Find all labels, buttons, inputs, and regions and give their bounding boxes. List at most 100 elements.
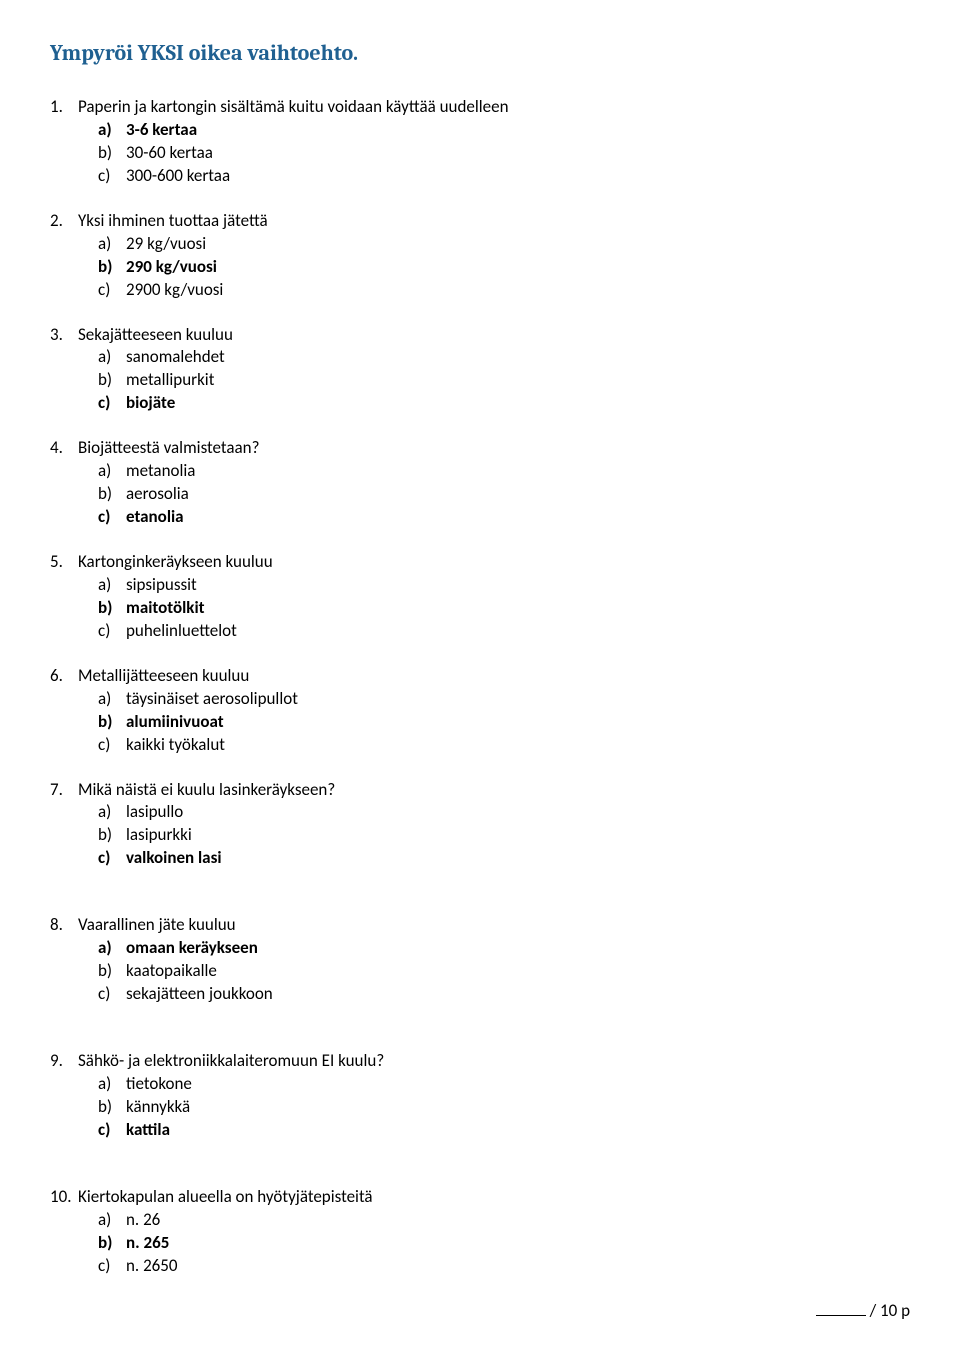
- option-row[interactable]: c)300-600 kertaa: [98, 165, 910, 188]
- option-row[interactable]: b)aerosolia: [98, 483, 910, 506]
- option-row[interactable]: b)n. 265: [98, 1232, 910, 1255]
- option-letter: c): [98, 1119, 126, 1142]
- option-letter: a): [98, 346, 126, 369]
- options-list: a)täysinäiset aerosolipullotb)alumiinivu…: [98, 688, 910, 757]
- option-text: lasipurkki: [126, 824, 192, 847]
- option-letter: a): [98, 460, 126, 483]
- options-list: a)n. 26b)n. 265c)n. 2650: [98, 1209, 910, 1278]
- option-row[interactable]: a)lasipullo: [98, 801, 910, 824]
- option-text: metallipurkit: [126, 369, 214, 392]
- option-row[interactable]: c)sekajätteen joukkoon: [98, 983, 910, 1006]
- option-row[interactable]: c)2900 kg/vuosi: [98, 279, 910, 302]
- score-blank[interactable]: [816, 1315, 866, 1316]
- option-row[interactable]: a)sanomalehdet: [98, 346, 910, 369]
- question-block: 4.Biojätteestä valmistetaan?a)metanoliab…: [50, 437, 910, 529]
- option-row[interactable]: b)metallipurkit: [98, 369, 910, 392]
- option-letter: a): [98, 233, 126, 256]
- option-text: kaatopaikalle: [126, 960, 217, 983]
- option-letter: c): [98, 1255, 126, 1278]
- option-text: maitotölkit: [126, 597, 205, 620]
- question-text-row: 6.Metallijätteeseen kuuluu: [50, 665, 910, 688]
- question-number: 9.: [50, 1050, 78, 1073]
- question-text-row: 10.Kiertokapulan alueella on hyötyjätepi…: [50, 1186, 910, 1209]
- question-text-row: 5.Kartonginkeräykseen kuuluu: [50, 551, 910, 574]
- option-row[interactable]: c)biojäte: [98, 392, 910, 415]
- option-letter: c): [98, 506, 126, 529]
- option-letter: c): [98, 620, 126, 643]
- question-text-row: 1.Paperin ja kartongin sisältämä kuitu v…: [50, 96, 910, 119]
- option-row[interactable]: a)29 kg/vuosi: [98, 233, 910, 256]
- option-text: 29 kg/vuosi: [126, 233, 206, 256]
- option-row[interactable]: b)kännykkä: [98, 1096, 910, 1119]
- question-block: 5.Kartonginkeräykseen kuuluua)sipsipussi…: [50, 551, 910, 643]
- question-text: Mikä näistä ei kuulu lasinkeräykseen?: [78, 779, 335, 802]
- option-text: valkoinen lasi: [126, 847, 222, 870]
- question-text-row: 3.Sekajätteeseen kuuluu: [50, 324, 910, 347]
- option-text: 290 kg/vuosi: [126, 256, 217, 279]
- options-list: a)29 kg/vuosib)290 kg/vuosic)2900 kg/vuo…: [98, 233, 910, 302]
- option-row[interactable]: a)täysinäiset aerosolipullot: [98, 688, 910, 711]
- options-list: a)omaan keräykseenb)kaatopaikallec)sekaj…: [98, 937, 910, 1006]
- option-row[interactable]: b)alumiinivuoat: [98, 711, 910, 734]
- option-letter: c): [98, 734, 126, 757]
- question-number: 8.: [50, 914, 78, 937]
- option-row[interactable]: b)290 kg/vuosi: [98, 256, 910, 279]
- score-suffix: / 10 p: [866, 1300, 910, 1321]
- option-row[interactable]: c)n. 2650: [98, 1255, 910, 1278]
- option-text: n. 265: [126, 1232, 169, 1255]
- question-number: 3.: [50, 324, 78, 347]
- question-text-row: 7.Mikä näistä ei kuulu lasinkeräykseen?: [50, 779, 910, 802]
- option-text: biojäte: [126, 392, 175, 415]
- option-row[interactable]: b)maitotölkit: [98, 597, 910, 620]
- option-text: sekajätteen joukkoon: [126, 983, 273, 1006]
- option-row[interactable]: a)metanolia: [98, 460, 910, 483]
- option-text: 30-60 kertaa: [126, 142, 213, 165]
- options-list: a)3-6 kertaab)30-60 kertaac)300-600 kert…: [98, 119, 910, 188]
- question-block: 6.Metallijätteeseen kuuluua)täysinäiset …: [50, 665, 910, 757]
- option-letter: b): [98, 960, 126, 983]
- question-block: 3.Sekajätteeseen kuuluua)sanomalehdetb)m…: [50, 324, 910, 416]
- question-text-row: 9.Sähkö- ja elektroniikkalaiteromuun EI …: [50, 1050, 910, 1073]
- option-letter: a): [98, 119, 126, 142]
- option-row[interactable]: b)kaatopaikalle: [98, 960, 910, 983]
- option-row[interactable]: c)valkoinen lasi: [98, 847, 910, 870]
- option-row[interactable]: c)kaikki työkalut: [98, 734, 910, 757]
- question-text: Metallijätteeseen kuuluu: [78, 665, 249, 688]
- question-text-row: 2.Yksi ihminen tuottaa jätettä: [50, 210, 910, 233]
- question-text-row: 4.Biojätteestä valmistetaan?: [50, 437, 910, 460]
- option-row[interactable]: a)3-6 kertaa: [98, 119, 910, 142]
- score-line: / 10 p: [50, 1300, 910, 1321]
- question-number: 6.: [50, 665, 78, 688]
- question-number: 2.: [50, 210, 78, 233]
- option-letter: c): [98, 165, 126, 188]
- option-letter: a): [98, 574, 126, 597]
- option-letter: b): [98, 1232, 126, 1255]
- option-text: kattila: [126, 1119, 170, 1142]
- option-letter: b): [98, 369, 126, 392]
- option-row[interactable]: a)omaan keräykseen: [98, 937, 910, 960]
- option-text: n. 2650: [126, 1255, 178, 1278]
- option-row[interactable]: c)etanolia: [98, 506, 910, 529]
- option-row[interactable]: a)sipsipussit: [98, 574, 910, 597]
- option-text: sanomalehdet: [126, 346, 225, 369]
- option-text: lasipullo: [126, 801, 183, 824]
- option-row[interactable]: b)lasipurkki: [98, 824, 910, 847]
- option-letter: a): [98, 937, 126, 960]
- option-row[interactable]: a)tietokone: [98, 1073, 910, 1096]
- question-text: Sekajätteeseen kuuluu: [78, 324, 233, 347]
- option-row[interactable]: c)puhelinluettelot: [98, 620, 910, 643]
- option-text: kaikki työkalut: [126, 734, 225, 757]
- option-letter: b): [98, 1096, 126, 1119]
- option-row[interactable]: a)n. 26: [98, 1209, 910, 1232]
- option-letter: c): [98, 279, 126, 302]
- option-row[interactable]: b)30-60 kertaa: [98, 142, 910, 165]
- option-row[interactable]: c)kattila: [98, 1119, 910, 1142]
- option-letter: a): [98, 688, 126, 711]
- option-text: täysinäiset aerosolipullot: [126, 688, 298, 711]
- option-letter: c): [98, 983, 126, 1006]
- option-letter: a): [98, 801, 126, 824]
- option-text: tietokone: [126, 1073, 192, 1096]
- option-letter: b): [98, 597, 126, 620]
- option-text: sipsipussit: [126, 574, 197, 597]
- question-text: Kiertokapulan alueella on hyötyjätepiste…: [78, 1186, 373, 1209]
